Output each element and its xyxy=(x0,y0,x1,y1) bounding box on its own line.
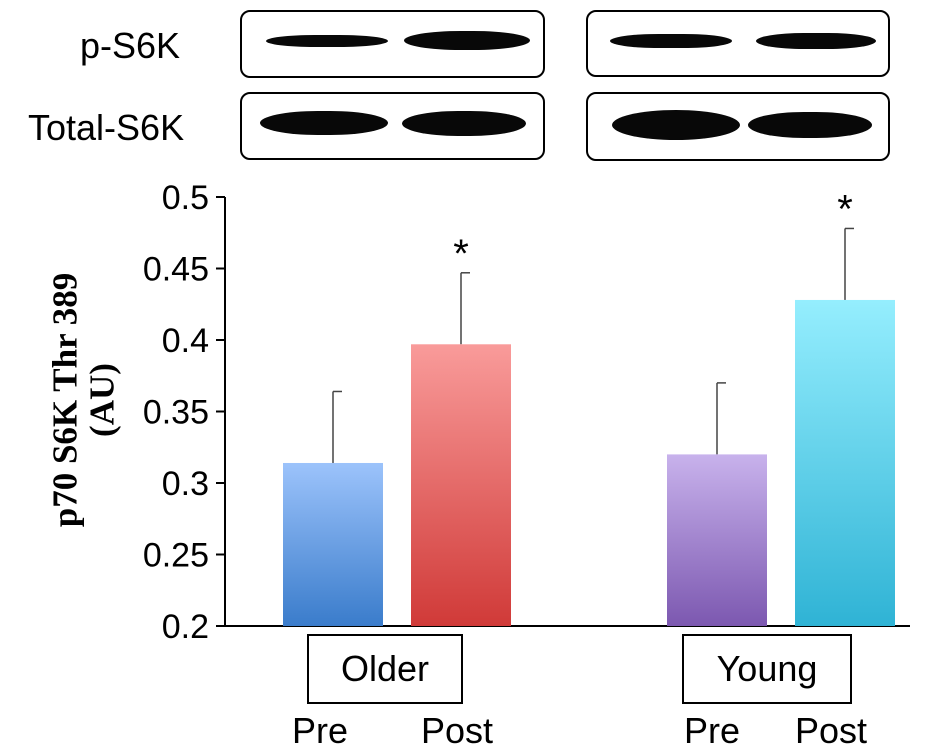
x-label-older-post: Post xyxy=(421,710,494,751)
group-label-young-text: Young xyxy=(716,648,818,689)
blot-band xyxy=(402,111,526,136)
blot-band xyxy=(266,35,388,47)
y-tick-label: 0.2 xyxy=(162,608,209,646)
group-label-older-text: Older xyxy=(340,648,430,689)
blot-older-total-s6k xyxy=(240,92,545,160)
blot-band xyxy=(612,110,740,140)
y-tick-label: 0.45 xyxy=(143,251,209,289)
significance-marker-older-post: * xyxy=(453,232,469,276)
y-tick-label: 0.5 xyxy=(162,179,209,217)
blot-young-total-s6k xyxy=(586,92,890,161)
x-label-older-pre: Pre xyxy=(292,710,349,751)
x-label-young-post: Post xyxy=(795,710,868,751)
y-tick-label: 0.35 xyxy=(143,394,209,432)
blot-band xyxy=(610,34,732,48)
blot-label-total-s6k: Total-S6K xyxy=(28,107,185,148)
blot-band xyxy=(404,31,530,50)
x-label-young-pre: Pre xyxy=(684,710,741,751)
bar-older-pre xyxy=(283,462,383,626)
blot-label-p-s6k: p-S6K xyxy=(80,25,181,66)
significance-marker-young-post: * xyxy=(837,187,853,231)
bar-older-post xyxy=(411,344,511,626)
group-label-young: Young xyxy=(682,634,852,704)
blot-young-p-s6k xyxy=(586,10,890,77)
y-tick-label: 0.25 xyxy=(143,537,209,575)
blot-older-p-s6k xyxy=(240,10,545,78)
blot-band xyxy=(748,112,872,138)
y-tick-label: 0.4 xyxy=(162,322,209,360)
group-label-older: Older xyxy=(307,634,463,704)
blot-band xyxy=(756,33,876,49)
blot-band xyxy=(260,111,388,135)
y-tick-label: 0.3 xyxy=(162,465,209,503)
bar-young-post xyxy=(795,299,895,626)
bar-young-pre xyxy=(667,454,767,626)
